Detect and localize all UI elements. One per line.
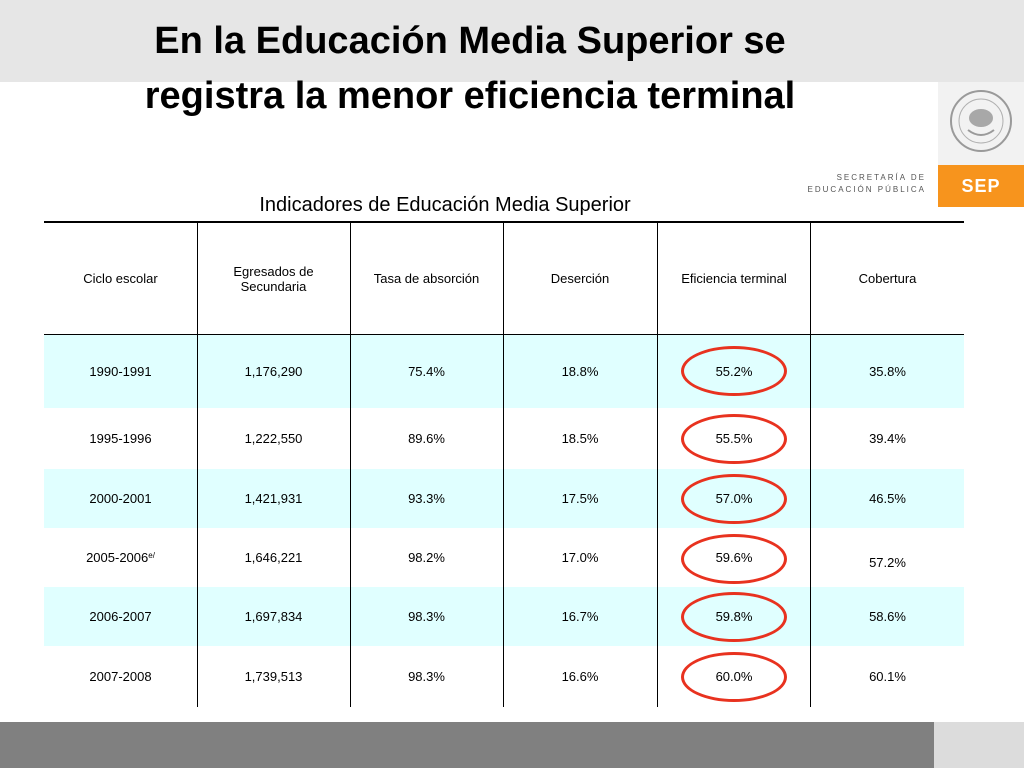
title-line-1: En la Educación Media Superior se	[154, 20, 786, 62]
header-eficiencia: Eficiencia terminal	[681, 271, 787, 286]
footer-bar-right	[934, 722, 1024, 768]
highlight-ellipse	[681, 534, 787, 584]
table-row: 2000-2001 1,421,931 93.3% 17.5% 57.0% 46…	[44, 469, 964, 528]
header-absorcion: Tasa de absorción	[373, 271, 480, 286]
table-subtitle: Indicadores de Educación Media Superior	[259, 194, 631, 216]
header-desercion: Deserción	[550, 271, 610, 286]
header-egresados: Egresados de Secundaria	[233, 263, 314, 294]
highlight-ellipse	[681, 474, 787, 524]
estimate-note: e/	[148, 551, 155, 560]
column-divider	[657, 223, 658, 707]
header-ciclo: Ciclo escolar	[83, 271, 158, 286]
table-row: 2007-2008 1,739,513 98.3% 16.6% 60.0% 60…	[89, 669, 906, 684]
table-row: 1990-1991 1,176,290 75.4% 18.8% 55.2% 35…	[44, 335, 964, 408]
highlight-ellipse	[681, 414, 787, 464]
national-seal-icon	[950, 90, 1012, 152]
highlight-ellipse	[681, 652, 787, 702]
column-divider	[350, 223, 351, 707]
column-divider	[197, 223, 198, 707]
slide-title: En la Educación Media Superior se regist…	[0, 14, 940, 124]
header-cobertura: Cobertura	[858, 271, 917, 286]
table-row: 2006-2007 1,697,834 98.3% 16.7% 59.8% 58…	[44, 587, 964, 646]
sep-logo: SEP	[938, 165, 1024, 207]
table-row: 1995-1996 1,222,550 89.6% 18.5% 55.5% 39…	[89, 431, 906, 446]
secretaria-text: SECRETARÍA DE EDUCACIÓN PÚBLICA	[807, 173, 926, 194]
header-rule	[44, 334, 964, 335]
table-header-row: Ciclo escolar Egresados de Secundaria Ta…	[44, 223, 964, 334]
column-divider	[503, 223, 504, 707]
title-band	[0, 0, 938, 82]
footer-bar	[0, 722, 934, 768]
highlight-ellipse	[681, 346, 787, 396]
column-divider	[810, 223, 811, 707]
table-top-rule	[44, 221, 964, 223]
table-row: 2005-2006 e/ 1,646,221 98.2% 17.0% 59.6% …	[86, 550, 906, 570]
highlight-ellipse	[681, 592, 787, 642]
title-line-2: registra la menor eficiencia terminal	[144, 75, 796, 117]
